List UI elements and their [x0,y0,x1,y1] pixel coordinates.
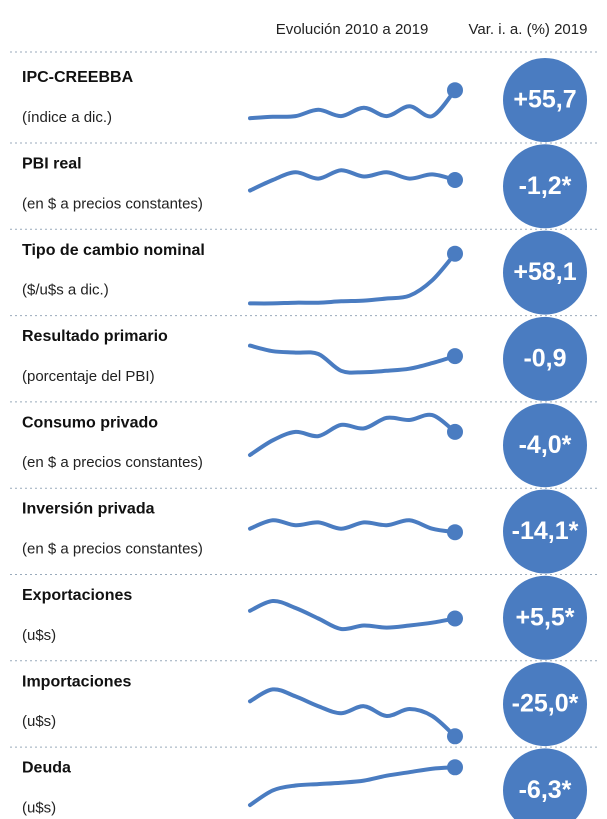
sparkline-end-dot [447,759,463,776]
sparkline-end-dot [447,82,463,99]
value-label: -4,0* [519,431,572,459]
sparkline-end-dot [447,245,463,262]
value-badge [503,144,587,229]
sparkline [248,518,457,535]
row-unit: (u$s) [22,799,56,816]
row-name: Consumo privado [22,414,158,431]
sparkline-end-dot [447,172,463,188]
row-name: Exportaciones [22,587,132,604]
value-badge [503,230,587,315]
sparkline [248,168,457,193]
value-label: -6,3* [519,776,572,804]
sparkline-end-dot [447,524,463,541]
value-label: -14,1* [512,517,579,545]
row-unit: (u$s) [22,713,56,730]
sparkline-end-dot [447,728,463,745]
row-unit: (u$s) [22,627,56,644]
sparkline [248,343,457,375]
value-badge [503,489,587,574]
value-badge [503,748,587,819]
sparkline [248,88,457,121]
sparkline [248,687,457,739]
value-label: -0,9 [523,345,566,373]
value-badge [503,58,587,142]
sparkline [248,765,457,808]
row-name: Inversión privada [22,501,155,518]
value-label: -25,0* [512,690,579,718]
row-unit: ($/u$s a dic.) [22,282,109,299]
value-label: +55,7 [513,86,576,114]
value-badge [503,662,587,747]
value-badge [503,403,587,488]
row-name: Importaciones [22,673,131,690]
row-name: Resultado primario [22,328,168,345]
row-unit: (en $ a precios constantes) [22,195,203,212]
row-name: Deuda [22,760,71,777]
row-name: IPC-CREEBBA [22,69,134,86]
sparkline-end-dot [447,423,463,440]
sparkline [248,251,457,306]
row-unit: (porcentaje del PBI) [22,368,155,385]
row-name: PBI real [22,156,82,173]
sparkline [248,598,457,632]
value-badge [503,575,587,660]
value-label: +58,1 [513,258,576,286]
header-evolution: Evolución 2010 a 2019 [276,21,429,38]
value-label: +5,5* [515,603,574,631]
row-name: Tipo de cambio nominal [22,242,205,259]
value-label: -1,2* [519,172,572,200]
row-unit: (índice a dic.) [22,109,112,126]
row-unit: (en $ a precios constantes) [22,454,203,471]
sparkline-end-dot [447,348,463,365]
sparkline [248,412,457,457]
header-variation: Var. i. a. (%) 2019 [469,21,588,38]
sparkline-end-dot [447,610,463,627]
row-unit: (en $ a precios constantes) [22,540,203,557]
value-badge [503,316,587,401]
